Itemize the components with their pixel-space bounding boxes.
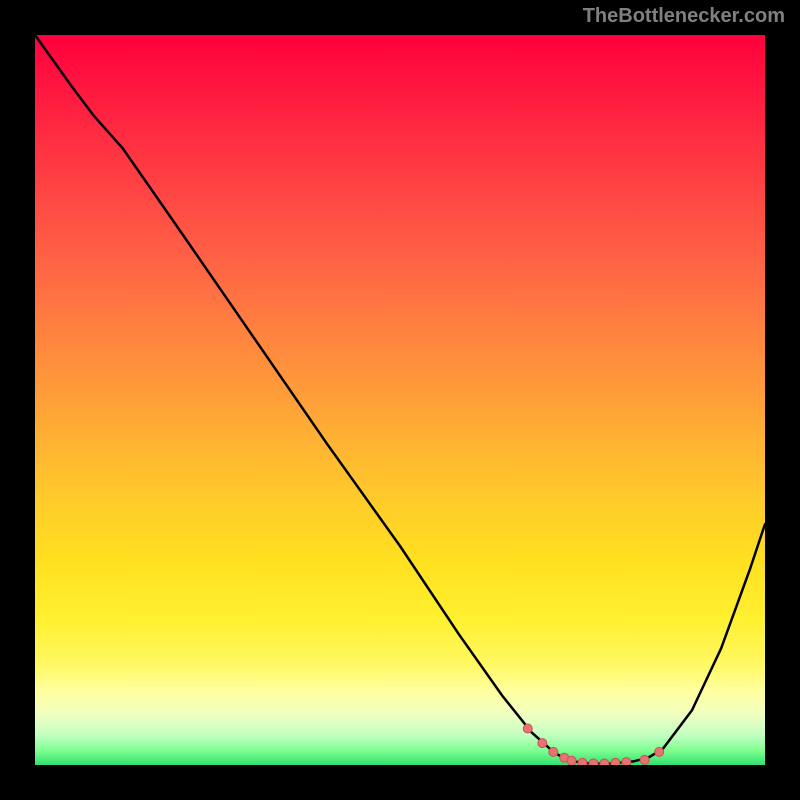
marker-point bbox=[567, 756, 576, 765]
marker-point bbox=[600, 759, 609, 765]
marker-point bbox=[538, 739, 547, 748]
marker-point bbox=[611, 758, 620, 765]
marker-point bbox=[622, 758, 631, 765]
watermark-text: TheBottlenecker.com bbox=[583, 5, 785, 28]
marker-point bbox=[640, 755, 649, 764]
marker-point bbox=[578, 758, 587, 765]
chart-svg bbox=[35, 35, 765, 765]
marker-point bbox=[549, 747, 558, 756]
chart-plot-area bbox=[35, 35, 765, 765]
chart-background bbox=[35, 35, 765, 765]
marker-point bbox=[523, 724, 532, 733]
marker-point bbox=[655, 747, 664, 756]
marker-point bbox=[589, 759, 598, 765]
